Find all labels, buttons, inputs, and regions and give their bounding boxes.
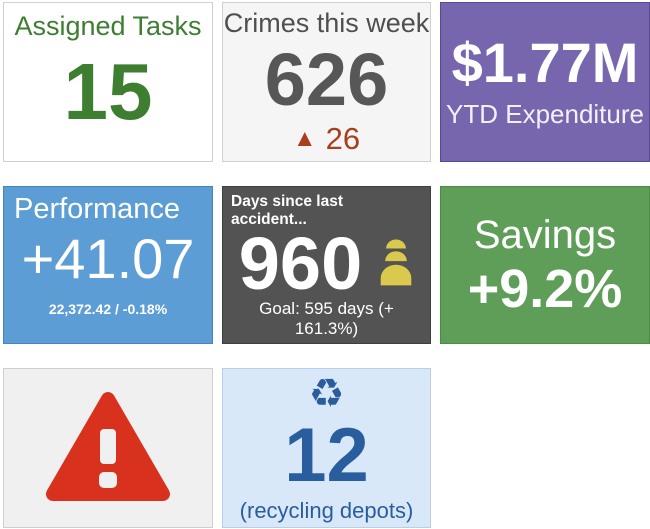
card-performance: Performance +41.07 22,372.42 / -0.18% <box>3 186 213 344</box>
card-assigned-tasks: Assigned Tasks 15 <box>3 2 213 162</box>
assigned-tasks-title: Assigned Tasks <box>14 11 202 41</box>
savings-value: +9.2% <box>467 258 623 319</box>
accident-value-row: 960 <box>231 222 422 305</box>
card-crimes-this-week: Crimes this week 626 ▲ 26 <box>222 2 431 162</box>
accident-title: Days since last accident... <box>231 193 344 228</box>
worker-icon <box>378 236 414 293</box>
card-ytd-expenditure: $1.77M YTD Expenditure <box>440 2 650 162</box>
card-warning <box>3 368 213 528</box>
crimes-delta-value: 26 <box>325 121 361 157</box>
accident-goal: Goal: 595 days (+ 161.3%) <box>259 299 394 339</box>
assigned-tasks-value: 15 <box>63 47 153 137</box>
performance-detail: 22,372.42 / -0.18% <box>48 301 168 317</box>
performance-value: +41.07 <box>21 227 195 290</box>
recycling-label: (recycling depots) <box>239 497 414 523</box>
expenditure-value: $1.77M <box>451 31 639 95</box>
crimes-value: 626 <box>264 38 389 122</box>
accident-value: 960 <box>238 222 363 305</box>
crimes-delta: ▲ 26 <box>293 123 360 154</box>
expenditure-label: YTD Expenditure <box>446 98 644 129</box>
performance-title: Performance <box>14 193 181 225</box>
card-days-since-accident: Days since last accident... 960 Goal: 59… <box>222 186 431 344</box>
card-recycling-depots: ♻ 12 (recycling depots) <box>222 368 431 528</box>
crimes-title: Crimes this week <box>223 8 430 38</box>
card-savings: Savings +9.2% <box>440 186 650 344</box>
warning-triangle-icon <box>42 387 174 510</box>
savings-title: Savings <box>473 212 617 257</box>
recycle-icon: ♻ <box>308 371 345 416</box>
recycling-value: 12 <box>284 412 369 498</box>
up-triangle-icon: ▲ <box>292 124 317 152</box>
